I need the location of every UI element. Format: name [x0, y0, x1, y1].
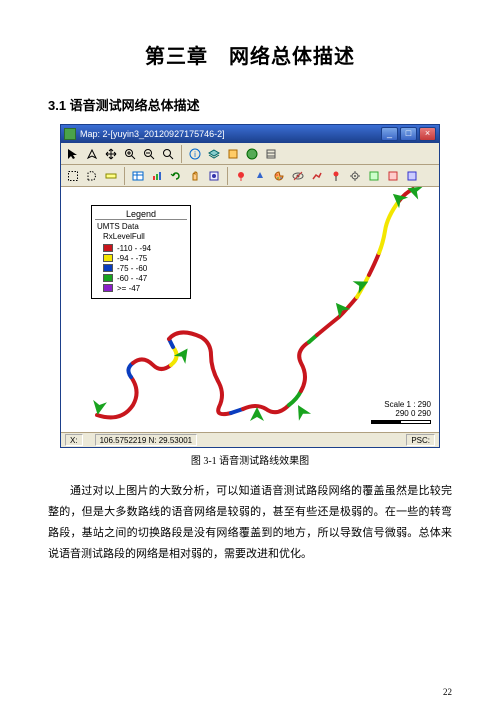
legend-box: Legend UMTS Data RxLevelFull -110 - -94-…	[91, 205, 191, 299]
window-app-icon	[64, 128, 76, 140]
segment-icon[interactable]	[309, 168, 325, 184]
zoom-fit-icon[interactable]	[160, 146, 176, 162]
minimize-button[interactable]: _	[381, 127, 398, 141]
window-title: Map: 2-[yuyin3_20120927175746-2]	[80, 129, 381, 139]
section-title: 3.1 语音测试网络总体描述	[48, 95, 452, 114]
scale-ticks: 290 0 290	[371, 409, 431, 418]
legend-field: RxLevelFull	[103, 232, 187, 241]
pointer-icon[interactable]	[84, 146, 100, 162]
legend-swatch	[103, 284, 113, 292]
legend-swatch	[103, 254, 113, 262]
legend-row: >= -47	[103, 283, 187, 293]
legend-swatch	[103, 274, 113, 282]
tool-b-icon[interactable]	[385, 168, 401, 184]
scale-bar	[371, 420, 431, 424]
map-canvas[interactable]: Legend UMTS Data RxLevelFull -110 - -94-…	[61, 187, 439, 432]
toolbar-row-1: i	[61, 143, 439, 165]
zoom-out-icon[interactable]	[141, 146, 157, 162]
chart-icon[interactable]	[149, 168, 165, 184]
scale-label: Scale 1 : 290	[371, 400, 431, 409]
status-psc: PSC:	[406, 434, 435, 446]
maximize-button[interactable]: □	[400, 127, 417, 141]
body-paragraph: 通过对以上图片的大致分析，可以知道语音测试路段网络的覆盖虽然是比较完整的，但是大…	[48, 481, 452, 565]
legend-swatch	[103, 244, 113, 252]
info-icon[interactable]: i	[187, 146, 203, 162]
layers-icon[interactable]	[206, 146, 222, 162]
marker-red-icon[interactable]	[233, 168, 249, 184]
status-coords: 106.5752219 N: 29.53001	[95, 434, 198, 446]
legend-label: -94 - -75	[117, 254, 147, 263]
legend-label: -75 - -60	[117, 264, 147, 273]
status-coord-label: X:	[65, 434, 83, 446]
legend-row: -75 - -60	[103, 263, 187, 273]
globe-icon[interactable]	[244, 146, 260, 162]
legend-title: Legend	[95, 209, 187, 220]
legend-dataset: UMTS Data	[97, 222, 187, 231]
marker-blue-icon[interactable]	[252, 168, 268, 184]
legend-swatch	[103, 264, 113, 272]
gear-icon[interactable]	[347, 168, 363, 184]
table-icon[interactable]	[130, 168, 146, 184]
select-poly-icon[interactable]	[84, 168, 100, 184]
legend-label: -110 - -94	[117, 244, 151, 253]
page-number: 22	[443, 687, 452, 697]
config-icon[interactable]	[206, 168, 222, 184]
map-window: Map: 2-[yuyin3_20120927175746-2] _ □ × i	[60, 124, 440, 448]
status-bar: X: 106.5752219 N: 29.53001 PSC:	[61, 432, 439, 447]
legend-label: -60 - -47	[117, 274, 147, 283]
legend-row: -60 - -47	[103, 273, 187, 283]
visibility-icon[interactable]	[290, 168, 306, 184]
pan-icon[interactable]	[103, 146, 119, 162]
legend-row: -94 - -75	[103, 253, 187, 263]
figure-caption: 图 3-1 语音测试路线效果图	[48, 452, 452, 467]
refresh-icon[interactable]	[168, 168, 184, 184]
cursor-icon[interactable]	[65, 146, 81, 162]
legend-row: -110 - -94	[103, 243, 187, 253]
book-icon[interactable]	[225, 146, 241, 162]
close-button[interactable]: ×	[419, 127, 436, 141]
pin-icon[interactable]	[328, 168, 344, 184]
select-rect-icon[interactable]	[65, 168, 81, 184]
window-titlebar: Map: 2-[yuyin3_20120927175746-2] _ □ ×	[61, 125, 439, 143]
legend-label: >= -47	[117, 284, 140, 293]
zoom-in-icon[interactable]	[122, 146, 138, 162]
scale-indicator: Scale 1 : 290 290 0 290	[371, 400, 431, 424]
tool-c-icon[interactable]	[404, 168, 420, 184]
tool-a-icon[interactable]	[366, 168, 382, 184]
chapter-title: 第三章 网络总体描述	[48, 40, 452, 69]
svg-text:i: i	[194, 150, 196, 159]
filter-icon[interactable]	[263, 146, 279, 162]
toolbar-row-2	[61, 165, 439, 187]
hand-icon[interactable]	[187, 168, 203, 184]
ruler-icon[interactable]	[103, 168, 119, 184]
palette-icon[interactable]	[271, 168, 287, 184]
